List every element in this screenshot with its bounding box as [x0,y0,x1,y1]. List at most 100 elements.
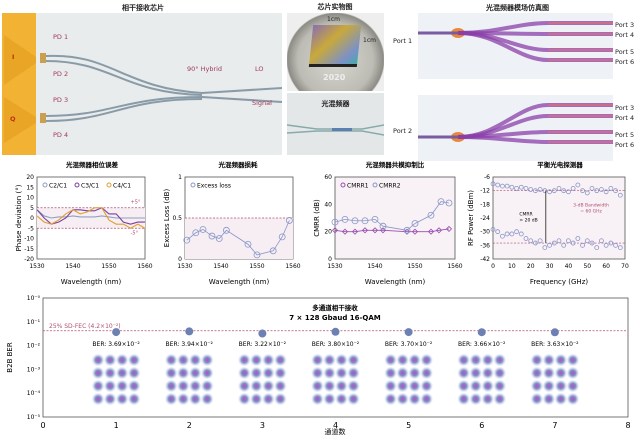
constellation-symbol [188,379,202,393]
data-marker [403,226,411,234]
legend-marker [42,182,48,188]
legend-marker [190,182,196,188]
series-line [334,228,450,233]
data-marker [551,188,557,194]
ber-title: 多通道相干接收 [312,303,358,312]
constellation-symbol [127,392,141,406]
series-line [36,209,145,219]
constellation-symbol [384,353,398,367]
data-marker [533,240,538,246]
y-tick-label: 15 [26,184,34,191]
annotation: = 60 GHz [580,208,602,214]
y-axis-label: Excess Loss (dB) [163,189,171,248]
constellation-symbol [566,392,580,406]
dim-height: 1cm [363,37,376,44]
data-marker [253,251,261,259]
ber-value-label: BER: 3.70×10⁻² [385,341,433,348]
constellation-symbol [115,353,129,367]
x-tick-label: 1560 [137,263,152,270]
constellation-symbol [103,366,117,380]
constellation-symbol [323,353,336,367]
constellation-symbol [457,366,471,380]
data-marker [556,185,562,191]
x-axis-label: Wavelength (nm) [61,278,122,286]
constellation-symbol [347,353,360,367]
constellation-symbol [103,379,117,393]
constellation-symbol [200,392,214,406]
x-tick-label: 4 [333,421,338,430]
series-line [36,207,145,225]
constellation-symbol [188,392,202,406]
x-tick-label: 30 [546,263,554,270]
constellation-symbol [311,366,324,380]
constellation-symbol [249,353,263,367]
legend-label: CMRR1 [347,183,369,190]
y-tick-label: 20 [324,229,332,236]
constellation-symbol [237,366,251,380]
constellation-symbol [554,392,568,406]
chart-title: 平衡光电探测器 [537,160,583,169]
constellation-symbol [554,366,568,380]
constellation-symbol [481,366,495,380]
constellation-symbol [481,353,495,367]
x-tick-label: 1540 [367,263,382,270]
y-tick-label: -12 [480,188,490,195]
y-tick-label: 10⁻¹ [27,319,41,326]
constellation-symbol [200,353,214,367]
constellation-symbol [457,379,471,393]
constellation-symbol [115,379,129,393]
constellation-symbol [127,353,141,367]
q-label: Q [10,115,16,123]
data-marker [603,242,609,248]
data-marker [427,228,435,235]
data-marker [278,233,286,241]
constellation-symbol [103,353,117,367]
constellation-symbol [200,379,214,393]
constellation-symbol [530,366,544,380]
constellation-symbol [200,366,214,380]
constellation-symbol [91,379,105,393]
legend-label: CMRR2 [379,183,401,190]
data-marker [594,245,600,251]
y-axis-label: RF Power (dBm) [467,190,475,246]
data-marker [547,242,552,248]
y-tick-label: 10⁻³ [27,366,41,373]
constellation-symbol [323,392,336,406]
y-tick-label: -5 [28,225,34,232]
y-tick-label: -30 [480,229,490,236]
data-marker [523,236,529,241]
data-marker [495,229,501,235]
data-marker [613,242,618,248]
data-marker [561,188,567,194]
data-marker [594,188,600,194]
constellation-symbol [176,366,190,380]
data-marker [427,211,435,219]
data-marker [361,227,369,234]
legend-label: C4/C1 [113,183,131,190]
fec-threshold-label: 25% SD-FEC (4.2×10⁻²) [49,323,121,330]
data-marker [547,189,552,195]
constellation-symbol [311,379,324,393]
constellation-symbol [530,379,544,393]
data-marker [403,228,411,235]
data-marker [331,218,339,226]
data-marker [490,226,496,232]
data-marker [244,240,252,248]
x-tick-label: 0 [40,421,45,430]
series-line [36,207,146,229]
ber-value-label: BER: 3.69×10⁻² [92,341,140,348]
x-tick-label: 50 [583,263,591,270]
y-tick-label: 0 [328,256,332,263]
x-tick-label: 1550 [407,263,422,270]
ber-value-label: BER: 3.80×10⁻² [312,341,360,348]
hybrid-label: 90° Hybrid [187,65,223,73]
pd2-label: PD 2 [53,70,69,78]
constellation-symbol [347,366,360,380]
data-marker [617,245,623,251]
constellation-symbol [530,392,544,406]
data-marker [603,189,609,195]
data-marker [361,217,369,225]
constellation-symbol [91,392,105,406]
constellation-symbol [261,379,275,393]
